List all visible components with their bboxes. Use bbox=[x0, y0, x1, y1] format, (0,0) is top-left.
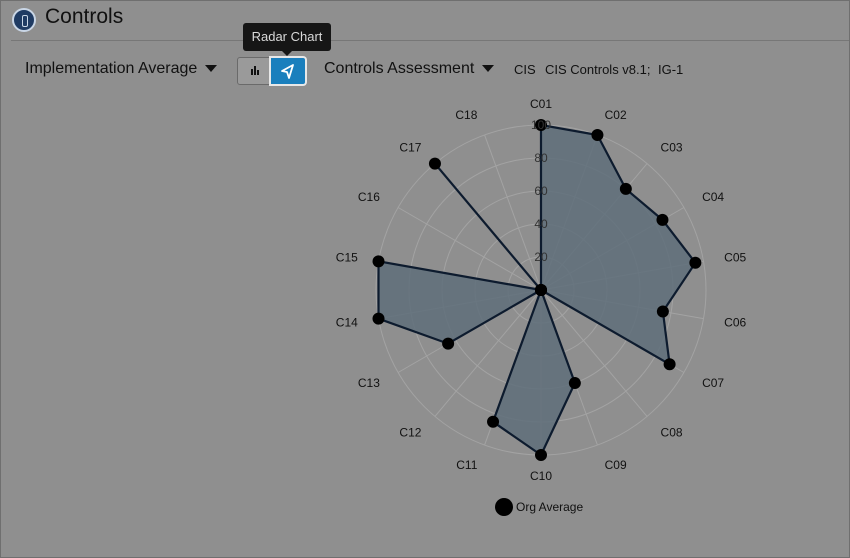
radar-chart-tooltip: Radar Chart bbox=[243, 23, 331, 56]
category-label-c09: C09 bbox=[605, 458, 627, 472]
data-point-c13 bbox=[442, 337, 455, 350]
data-point-c07 bbox=[663, 358, 676, 371]
category-label-c15: C15 bbox=[336, 251, 358, 265]
data-point-c17 bbox=[428, 157, 441, 170]
chart-type-toggle bbox=[237, 57, 305, 85]
radial-tick-label: 20 bbox=[534, 250, 548, 264]
category-label-c14: C14 bbox=[336, 315, 358, 329]
implementation-group: IG-1 bbox=[658, 62, 684, 77]
grid-spoke bbox=[397, 207, 542, 291]
radial-tick-label: 60 bbox=[534, 184, 548, 198]
category-label-c07: C07 bbox=[702, 376, 724, 390]
metric-dropdown-label: Implementation Average bbox=[25, 60, 198, 77]
header-divider bbox=[11, 40, 849, 41]
category-label-c10: C10 bbox=[530, 469, 552, 483]
chevron-down-icon bbox=[205, 65, 218, 73]
grid-spoke bbox=[540, 289, 648, 417]
toolbar: Implementation Average Controls Assessme… bbox=[0, 55, 850, 85]
category-label-c11: C11 bbox=[456, 458, 477, 472]
metric-dropdown[interactable]: Implementation Average bbox=[25, 60, 218, 78]
grid-spoke bbox=[484, 134, 542, 291]
radar-chart-button[interactable] bbox=[271, 58, 305, 84]
category-label-c17: C17 bbox=[399, 141, 421, 155]
category-label-c05: C05 bbox=[724, 251, 746, 265]
radar-chart-icon bbox=[281, 64, 294, 79]
category-label-c01: C01 bbox=[530, 97, 552, 111]
data-point-c03 bbox=[619, 182, 632, 195]
data-point-c10 bbox=[535, 449, 547, 461]
legend-marker bbox=[495, 498, 513, 516]
framework-name: CIS Controls v8.1; bbox=[545, 62, 651, 77]
framework-short: CIS bbox=[514, 62, 536, 77]
data-point-c06 bbox=[656, 305, 669, 318]
assessment-dropdown[interactable]: Controls Assessment bbox=[324, 60, 495, 78]
data-point-c01 bbox=[535, 119, 547, 131]
data-point-c04 bbox=[656, 213, 669, 226]
page-title: Controls bbox=[45, 5, 124, 28]
data-point-c02 bbox=[591, 128, 604, 141]
category-label-c12: C12 bbox=[399, 425, 421, 439]
category-label-c04: C04 bbox=[702, 190, 724, 204]
bar-chart-icon bbox=[251, 66, 259, 75]
grid-spoke bbox=[434, 289, 542, 417]
data-point-c11 bbox=[487, 415, 500, 428]
category-label-c18: C18 bbox=[455, 108, 477, 122]
panel-header: Controls bbox=[0, 0, 850, 40]
data-point-c09 bbox=[568, 377, 581, 390]
category-label-c03: C03 bbox=[661, 141, 683, 155]
data-point-c05 bbox=[689, 256, 702, 269]
category-label-c16: C16 bbox=[358, 190, 380, 204]
chevron-down-icon bbox=[482, 65, 495, 73]
category-label-c02: C02 bbox=[605, 108, 627, 122]
data-point-c15 bbox=[372, 255, 385, 268]
category-label-c13: C13 bbox=[358, 376, 380, 390]
data-point-c14 bbox=[372, 312, 385, 325]
radial-tick-label: 40 bbox=[534, 217, 548, 231]
controls-logo-icon bbox=[12, 8, 36, 32]
legend-label: Org Average bbox=[516, 500, 583, 514]
data-point-c18 bbox=[535, 284, 547, 296]
bar-chart-button[interactable] bbox=[238, 58, 271, 84]
category-label-c08: C08 bbox=[661, 425, 683, 439]
radial-tick-label: 80 bbox=[534, 151, 548, 165]
category-label-c06: C06 bbox=[724, 315, 746, 329]
assessment-dropdown-label: Controls Assessment bbox=[324, 60, 475, 77]
radial-tick-label: 100 bbox=[531, 118, 551, 132]
